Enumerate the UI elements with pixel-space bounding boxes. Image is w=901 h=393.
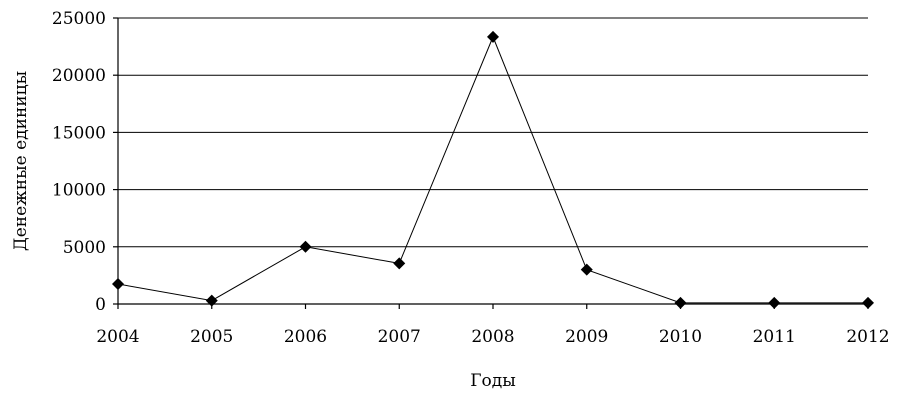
y-tick-label: 5000	[63, 238, 106, 258]
y-tick-label: 25000	[52, 9, 106, 29]
data-point-2012	[862, 296, 874, 309]
data-point-2007	[393, 257, 406, 270]
y-tick-label: 20000	[52, 66, 106, 86]
y-tick-label: 0	[95, 295, 106, 315]
x-tick-label: 2010	[659, 327, 702, 347]
x-tick-label: 2007	[378, 327, 421, 347]
x-tick-labels: 2004 2005 2006 2007 2008 2009 2010 2011 2012	[96, 304, 890, 347]
x-tick-label: 2005	[190, 327, 233, 347]
data-point-2011	[768, 296, 781, 309]
x-tick-label: 2012	[846, 327, 889, 347]
y-axis-title: Денежные единицы	[11, 71, 31, 251]
series-group	[112, 30, 874, 309]
data-point-2010	[674, 296, 687, 309]
y-tick-labels: 0 5000 10000 15000 20000 25000	[52, 9, 118, 315]
data-point-2004	[112, 277, 124, 290]
y-tick-label: 15000	[52, 123, 106, 143]
x-tick-label: 2008	[471, 327, 514, 347]
series-line-0	[117, 35, 868, 304]
x-tick-label: 2004	[96, 327, 139, 347]
data-point-2009	[580, 263, 593, 276]
data-point-2005	[205, 294, 218, 307]
y-tick-label: 10000	[52, 181, 106, 201]
x-tick-label: 2011	[753, 327, 796, 347]
grid-lines	[118, 17, 868, 248]
data-point-2006	[299, 240, 312, 253]
x-tick-label: 2009	[565, 327, 608, 347]
x-axis-title: Годы	[470, 371, 516, 391]
data-point-2008	[487, 30, 499, 43]
x-tick-label: 2006	[284, 327, 327, 347]
